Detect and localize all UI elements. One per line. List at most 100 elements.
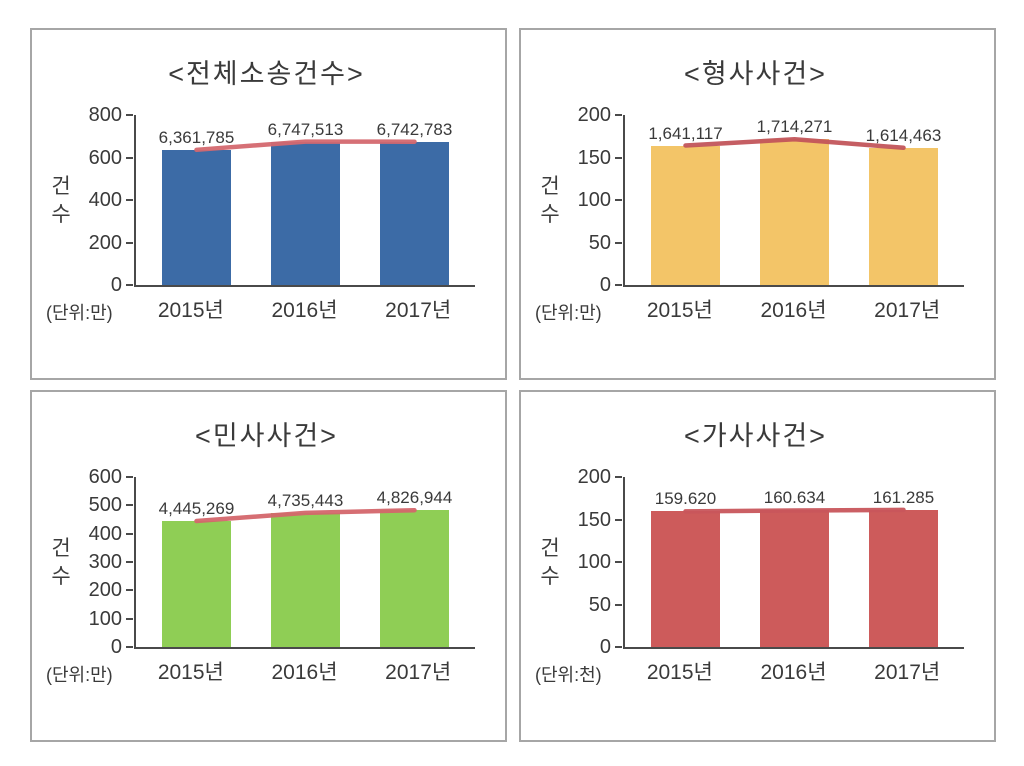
y-tick-label: 100 xyxy=(88,607,134,630)
chart-title: <가사사건> xyxy=(684,421,827,451)
unit-label: (단위:만) xyxy=(46,303,113,323)
y-tick-label: 50 xyxy=(588,593,623,616)
x-category-label: 2016년 xyxy=(271,299,338,322)
x-category-label: 2017년 xyxy=(385,661,452,684)
y-tick-label: 400 xyxy=(88,189,134,211)
bar-column: 161.285 xyxy=(849,477,958,647)
chart-total-lawsuits: <전체소송건수> 건수 0 200 400 600 800 6,361,785 6,747… xyxy=(30,28,507,380)
plot-area: 6,361,785 6,747,513 6,742,783 xyxy=(134,115,475,287)
y-tick-label: 200 xyxy=(577,104,623,126)
y-tick-label: 500 xyxy=(88,494,134,517)
x-axis-categories: 2015년 2016년 2017년 xyxy=(134,287,475,370)
plot-area: 159.620 160.634 161.285 xyxy=(623,477,964,649)
y-axis-label: 건수 xyxy=(540,174,560,226)
chart-area: 건수 0 100 200 300 400 500 600 4,445,269 4,735,44… xyxy=(44,467,489,732)
x-category-label: 2017년 xyxy=(874,661,941,684)
bar-column: 6,742,783 xyxy=(360,115,469,285)
x-category-label: 2017년 xyxy=(385,299,452,322)
y-tick-label: 50 xyxy=(588,231,623,254)
y-tick-label: 200 xyxy=(88,579,134,602)
bar xyxy=(379,141,450,285)
y-tick-label: 600 xyxy=(88,466,134,488)
bar-value-label: 160.634 xyxy=(763,488,826,508)
bar-value-label: 6,747,513 xyxy=(267,119,344,139)
bar-value-label: 1,641,117 xyxy=(648,123,723,143)
bar-value-label: 159.620 xyxy=(654,489,717,509)
plot-area: 1,641,117 1,714,271 1,614,463 xyxy=(623,115,964,287)
bar-column: 159.620 xyxy=(631,477,740,647)
bar xyxy=(161,149,232,285)
bar-value-label: 161.285 xyxy=(872,487,935,507)
y-tick-label: 100 xyxy=(577,551,623,573)
bar xyxy=(759,139,830,285)
y-axis-ticks: 0 50 100 150 200 xyxy=(567,105,623,295)
bar-column: 4,735,443 xyxy=(251,477,360,647)
bar xyxy=(868,147,939,285)
y-tick-label: 400 xyxy=(88,522,134,545)
bar-column: 6,361,785 xyxy=(142,115,251,285)
bar xyxy=(759,510,830,647)
y-axis-label: 건수 xyxy=(51,174,71,226)
bar-value-label: 4,445,269 xyxy=(158,499,235,519)
bar xyxy=(161,521,232,647)
bar-value-label: 6,742,783 xyxy=(376,119,453,139)
bar-value-label: 6,361,785 xyxy=(158,127,235,147)
bar-column: 1,614,463 xyxy=(849,115,958,285)
bar-column: 160.634 xyxy=(740,477,849,647)
bar xyxy=(379,510,450,647)
bar xyxy=(650,145,721,285)
bar-column: 6,747,513 xyxy=(251,115,360,285)
chart-family-cases: <가사사건> 건수 0 50 100 150 200 159.620 160.634 161… xyxy=(519,390,996,742)
bar-value-label: 1,614,463 xyxy=(865,125,942,145)
x-axis-categories: 2015년 2016년 2017년 xyxy=(623,287,964,370)
y-tick-label: 200 xyxy=(88,231,134,254)
bar xyxy=(270,141,341,285)
bar-value-label: 1,714,271 xyxy=(756,117,833,137)
chart-criminal-cases: <형사사건> 건수 0 50 100 150 200 1,641,117 1,714,27… xyxy=(519,28,996,380)
y-tick-label: 300 xyxy=(88,551,134,573)
x-category-label: 2015년 xyxy=(157,299,224,322)
y-tick-label: 600 xyxy=(88,146,134,169)
chart-area: 건수 0 200 400 600 800 6,361,785 6,747,513 6,742… xyxy=(44,105,489,370)
x-category-label: 2015년 xyxy=(646,299,713,322)
chart-civil-cases: <민사사건> 건수 0 100 200 300 400 500 600 4,445,269 4… xyxy=(30,390,507,742)
x-category-label: 2015년 xyxy=(157,661,224,684)
chart-title: <형사사건> xyxy=(684,59,827,89)
y-tick-label: 200 xyxy=(577,466,623,488)
x-category-label: 2016년 xyxy=(271,661,338,684)
y-tick-label: 0 xyxy=(599,274,623,296)
bar xyxy=(650,511,721,647)
plot-area: 4,445,269 4,735,443 4,826,944 xyxy=(134,477,475,649)
y-axis-ticks: 0 200 400 600 800 xyxy=(78,105,134,295)
chart-title: <민사사건> xyxy=(195,421,338,451)
bar-column: 1,714,271 xyxy=(740,115,849,285)
y-axis-label: 건수 xyxy=(51,536,71,588)
y-tick-label: 0 xyxy=(110,636,134,658)
unit-label: (단위:만) xyxy=(535,303,602,323)
bar-value-label: 4,735,443 xyxy=(267,490,344,510)
bar-value-label: 4,826,944 xyxy=(376,488,453,508)
chart-area: 건수 0 50 100 150 200 159.620 160.634 161.285 (단… xyxy=(533,467,978,732)
x-category-label: 2016년 xyxy=(760,299,827,322)
x-axis-categories: 2015년 2016년 2017년 xyxy=(134,649,475,732)
chart-title: <전체소송건수> xyxy=(168,59,365,89)
chart-area: 건수 0 50 100 150 200 1,641,117 1,714,271 1,614,… xyxy=(533,105,978,370)
y-axis-label: 건수 xyxy=(540,536,560,588)
y-tick-label: 800 xyxy=(88,104,134,126)
bar-column: 4,445,269 xyxy=(142,477,251,647)
y-axis-ticks: 0 100 200 300 400 500 600 xyxy=(78,467,134,657)
bar-column: 1,641,117 xyxy=(631,115,740,285)
bar xyxy=(868,509,939,647)
x-category-label: 2015년 xyxy=(646,661,713,684)
unit-label: (단위:만) xyxy=(46,665,113,685)
bar xyxy=(270,512,341,647)
unit-label: (단위:천) xyxy=(535,665,602,685)
y-tick-label: 0 xyxy=(110,274,134,296)
x-category-label: 2016년 xyxy=(760,661,827,684)
y-axis-ticks: 0 50 100 150 200 xyxy=(567,467,623,657)
bar-column: 4,826,944 xyxy=(360,477,469,647)
y-tick-label: 0 xyxy=(599,636,623,658)
x-axis-categories: 2015년 2016년 2017년 xyxy=(623,649,964,732)
y-tick-label: 150 xyxy=(577,146,623,169)
